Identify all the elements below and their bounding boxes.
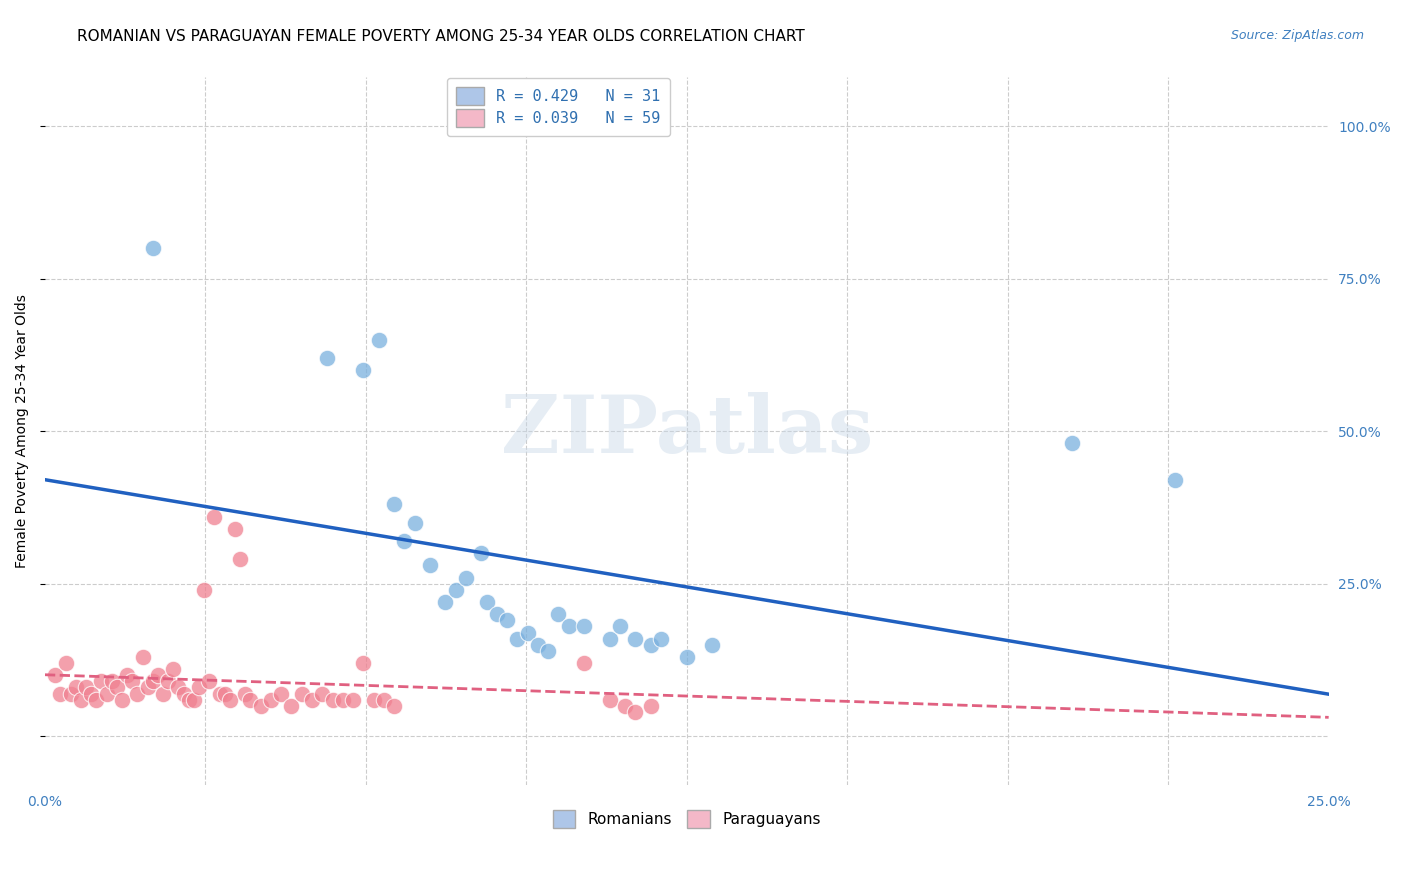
Point [675,650,697,665]
Point [177,692,200,706]
Point [475,595,498,609]
Point [640,638,662,652]
Point [373,692,395,706]
Point [208,687,231,701]
Point [419,558,441,573]
Point [44,668,66,682]
Point [127,687,149,701]
Point [547,607,569,622]
Point [90,674,112,689]
Point [204,509,226,524]
Point [249,698,271,713]
Point [640,698,662,713]
Point [496,613,519,627]
Point [367,333,389,347]
Point [188,681,211,695]
Text: Source: ZipAtlas.com: Source: ZipAtlas.com [1230,29,1364,42]
Legend: Romanians, Paraguayans: Romanians, Paraguayans [547,805,827,834]
Point [115,668,138,682]
Point [311,687,333,701]
Point [1060,436,1083,450]
Point [86,692,108,706]
Point [624,632,647,646]
Point [80,687,103,701]
Point [167,681,190,695]
Point [239,692,262,706]
Point [321,692,343,706]
Point [162,662,184,676]
Point [572,656,595,670]
Point [291,687,314,701]
Point [614,698,637,713]
Point [485,607,508,622]
Point [342,692,364,706]
Point [183,692,205,706]
Text: ZIPatlas: ZIPatlas [501,392,873,470]
Point [650,632,672,646]
Point [404,516,426,530]
Point [214,687,236,701]
Point [59,687,82,701]
Point [382,698,405,713]
Point [470,546,492,560]
Point [382,498,405,512]
Point [131,650,153,665]
Point [454,571,477,585]
Point [157,674,180,689]
Point [173,687,195,701]
Point [599,632,621,646]
Point [609,619,631,633]
Point [352,656,374,670]
Point [537,644,560,658]
Point [280,698,302,713]
Point [142,674,165,689]
Point [233,687,256,701]
Point [229,552,252,566]
Point [142,241,165,255]
Point [702,638,724,652]
Point [599,692,621,706]
Point [198,674,221,689]
Point [444,582,467,597]
Text: ROMANIAN VS PARAGUAYAN FEMALE POVERTY AMONG 25-34 YEAR OLDS CORRELATION CHART: ROMANIAN VS PARAGUAYAN FEMALE POVERTY AM… [77,29,806,44]
Point [1163,473,1185,487]
Point [55,656,77,670]
Point [65,681,87,695]
Point [270,687,292,701]
Point [363,692,385,706]
Point [516,625,538,640]
Point [394,534,416,549]
Point [70,692,93,706]
Point [301,692,323,706]
Y-axis label: Female Poverty Among 25-34 Year Olds: Female Poverty Among 25-34 Year Olds [15,294,30,568]
Point [506,632,529,646]
Point [100,674,122,689]
Point [121,674,143,689]
Point [434,595,457,609]
Point [527,638,550,652]
Point [224,522,246,536]
Point [75,681,97,695]
Point [105,681,128,695]
Point [111,692,134,706]
Point [136,681,159,695]
Point [96,687,118,701]
Point [49,687,72,701]
Point [557,619,579,633]
Point [260,692,283,706]
Point [193,582,215,597]
Point [624,705,647,719]
Point [316,351,339,365]
Point [332,692,354,706]
Point [146,668,169,682]
Point [572,619,595,633]
Point [152,687,174,701]
Point [352,363,374,377]
Point [218,692,240,706]
